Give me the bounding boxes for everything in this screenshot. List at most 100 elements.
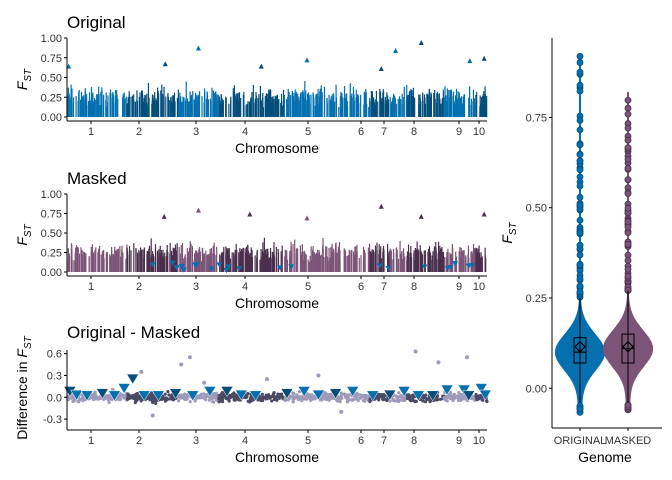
x-tick-label: 4 bbox=[242, 435, 248, 447]
violin-body bbox=[602, 92, 654, 410]
y-tick-label: 0.50 bbox=[41, 73, 62, 85]
difference-point bbox=[380, 395, 385, 399]
panel-title: Original - Masked bbox=[67, 323, 200, 342]
masked-region-marker bbox=[288, 264, 295, 270]
difference-point bbox=[302, 397, 306, 401]
difference-point bbox=[309, 395, 313, 399]
difference-point bbox=[72, 399, 76, 403]
outlier-point bbox=[624, 164, 632, 172]
difference-point bbox=[458, 395, 462, 399]
difference-point bbox=[154, 401, 158, 405]
y-tick-label: 0.75 bbox=[41, 53, 62, 65]
difference-point bbox=[184, 394, 188, 398]
outlier-point bbox=[624, 155, 632, 163]
difference-point bbox=[270, 399, 274, 403]
outlier-point bbox=[624, 124, 632, 132]
difference-outlier bbox=[339, 409, 344, 414]
difference-point bbox=[236, 396, 240, 400]
y-tick-label: -0.3 bbox=[43, 414, 62, 426]
difference-point bbox=[214, 391, 218, 395]
panel-title: Masked bbox=[67, 169, 127, 188]
difference-point bbox=[90, 394, 95, 398]
difference-point bbox=[139, 399, 143, 403]
outlier-point bbox=[576, 275, 584, 282]
masked-difference-marker bbox=[203, 386, 217, 397]
difference-point bbox=[360, 395, 364, 399]
difference-point bbox=[207, 398, 212, 402]
mean-marker bbox=[622, 340, 634, 353]
difference-point bbox=[199, 393, 203, 397]
outlier-point bbox=[576, 126, 584, 134]
difference-point bbox=[306, 394, 310, 398]
difference-point bbox=[229, 395, 234, 399]
outlier-point bbox=[624, 176, 632, 184]
masked-difference-marker bbox=[457, 384, 471, 396]
masked-difference-marker bbox=[280, 388, 294, 400]
difference-point bbox=[350, 398, 355, 402]
outlier-point bbox=[624, 240, 632, 248]
difference-point bbox=[414, 399, 418, 404]
difference-point bbox=[275, 395, 279, 399]
masked-difference-marker bbox=[249, 390, 263, 402]
difference-point bbox=[323, 390, 327, 395]
x-tick-label: 7 bbox=[381, 281, 387, 293]
difference-point bbox=[183, 397, 187, 401]
outlier-point bbox=[576, 59, 584, 66]
difference-point bbox=[107, 400, 111, 404]
difference-point bbox=[287, 396, 291, 400]
masked-difference-marker bbox=[169, 388, 183, 400]
masked-difference-marker bbox=[474, 383, 488, 395]
masked-region-marker bbox=[149, 262, 156, 268]
outlier-point bbox=[576, 117, 584, 124]
difference-point bbox=[178, 393, 182, 397]
outlier-point bbox=[576, 68, 584, 76]
y-tick-label: 1.00 bbox=[41, 189, 62, 201]
difference-point bbox=[260, 397, 264, 401]
difference-point bbox=[258, 395, 262, 399]
outlier-point bbox=[624, 401, 632, 409]
difference-point bbox=[246, 399, 250, 403]
x-tick-label: 5 bbox=[305, 435, 311, 447]
difference-point bbox=[445, 396, 450, 400]
difference-point bbox=[291, 400, 295, 404]
outlier-point bbox=[576, 241, 584, 249]
outlier-point bbox=[624, 223, 632, 231]
difference-point bbox=[292, 396, 296, 400]
difference-point bbox=[211, 395, 215, 399]
difference-point bbox=[204, 398, 208, 402]
x-tick-label: 5 bbox=[305, 126, 311, 138]
outlier-point bbox=[576, 288, 584, 296]
difference-point bbox=[214, 396, 218, 400]
masked-difference-marker bbox=[440, 384, 454, 396]
x-tick-label: 4 bbox=[242, 281, 248, 293]
difference-point bbox=[166, 390, 170, 394]
outlier-point bbox=[576, 173, 584, 181]
panel-title: Original bbox=[67, 13, 126, 32]
x-tick-label: 7 bbox=[381, 435, 387, 447]
x-tick-label: 7 bbox=[381, 126, 387, 138]
masked-difference-marker bbox=[137, 390, 151, 402]
difference-outlier bbox=[179, 362, 184, 367]
masked-region-marker bbox=[173, 265, 180, 271]
masked-region-marker bbox=[236, 266, 243, 272]
y-tick-label: 0.3 bbox=[47, 370, 62, 382]
difference-point bbox=[153, 399, 157, 403]
difference-point bbox=[117, 397, 121, 401]
outlier-point bbox=[576, 182, 584, 190]
x-tick-label: 3 bbox=[193, 126, 199, 138]
difference-point bbox=[220, 390, 224, 395]
difference-point bbox=[455, 395, 459, 399]
y-tick-label: 0.00 bbox=[41, 112, 62, 124]
difference-points bbox=[63, 349, 492, 418]
difference-point bbox=[339, 393, 344, 397]
outlier-point bbox=[576, 201, 584, 209]
difference-point bbox=[459, 398, 463, 402]
x-axis-title: Chromosome bbox=[235, 295, 319, 311]
y-tick-label: 0.25 bbox=[41, 248, 62, 260]
difference-point bbox=[376, 395, 380, 399]
x-tick-label: 2 bbox=[136, 435, 142, 447]
y-tick-label: 0.75 bbox=[41, 209, 62, 221]
masked-fst-panel: Masked FST 0.00 0.25 0.50 0.75 1.00 1 2 3 4 5 6 7 8 9 10… bbox=[14, 169, 487, 311]
difference-point bbox=[388, 399, 392, 403]
